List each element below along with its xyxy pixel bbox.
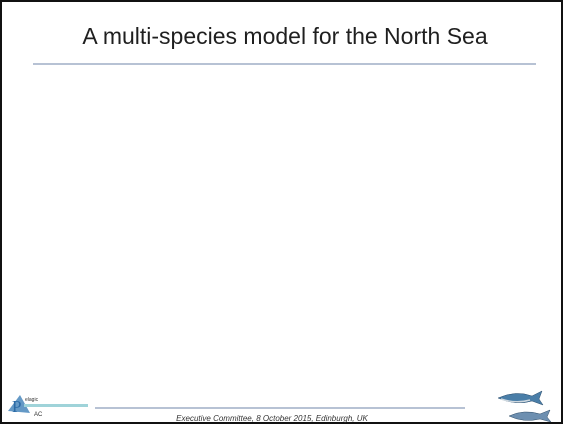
slide-footer: Executive Committee, 8 October 2015, Edi… xyxy=(176,414,368,423)
logo-word: elagic xyxy=(25,397,39,403)
page: A multi-species model for the North Sea … xyxy=(0,0,563,424)
slide-title: A multi-species model for the North Sea xyxy=(82,23,487,49)
logo-letter: P xyxy=(12,397,21,416)
logo-bar xyxy=(24,404,88,407)
logo-abbr: AC xyxy=(34,412,43,418)
slide: A multi-species model for the North Sea … xyxy=(0,0,563,424)
